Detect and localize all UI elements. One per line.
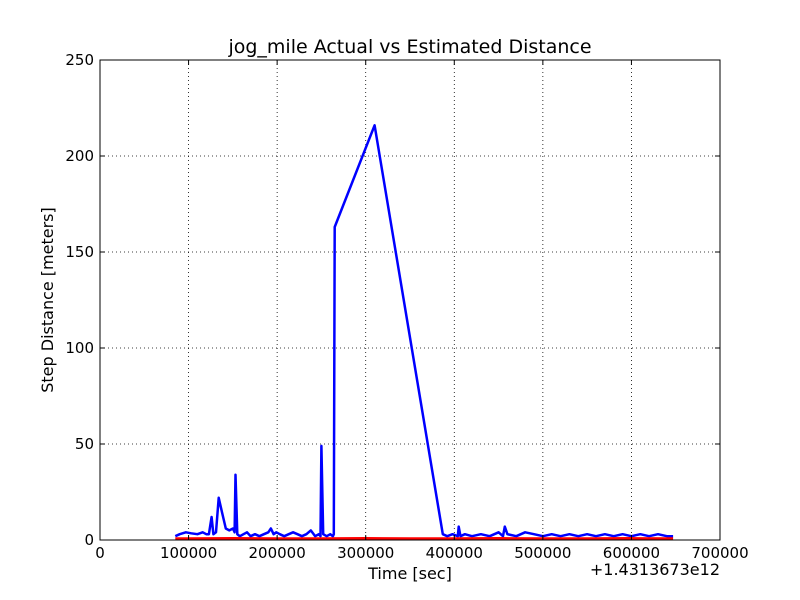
x-tick-label: 700000	[691, 544, 748, 562]
x-tick-label: 600000	[603, 544, 660, 562]
x-tick-label: 400000	[426, 544, 483, 562]
y-tick-label: 200	[65, 147, 94, 165]
chart-title: jog_mile Actual vs Estimated Distance	[227, 36, 591, 58]
x-tick-label: 300000	[337, 544, 394, 562]
x-tick-label: 500000	[514, 544, 571, 562]
y-axis-label: Step Distance [meters]	[38, 207, 57, 393]
x-axis-offset-label: +1.4313673e12	[590, 560, 720, 579]
x-tick-label: 100000	[160, 544, 217, 562]
plot-frame	[99, 59, 721, 541]
y-tick-label: 100	[65, 339, 94, 357]
y-tick-label: 250	[65, 51, 94, 69]
ticks: 0 100000 200000 300000 400000 500000 600000 700…	[65, 51, 748, 562]
y-tick-label: 50	[75, 435, 94, 453]
grid	[100, 60, 720, 540]
y-tick-label: 0	[84, 531, 94, 549]
series-layer	[174, 124, 674, 540]
y-tick-label: 150	[65, 243, 94, 261]
x-axis-label: Time [sec]	[367, 564, 452, 583]
series-line-1	[174, 124, 674, 538]
x-tick-label: 200000	[249, 544, 306, 562]
x-tick-label: 0	[95, 544, 105, 562]
